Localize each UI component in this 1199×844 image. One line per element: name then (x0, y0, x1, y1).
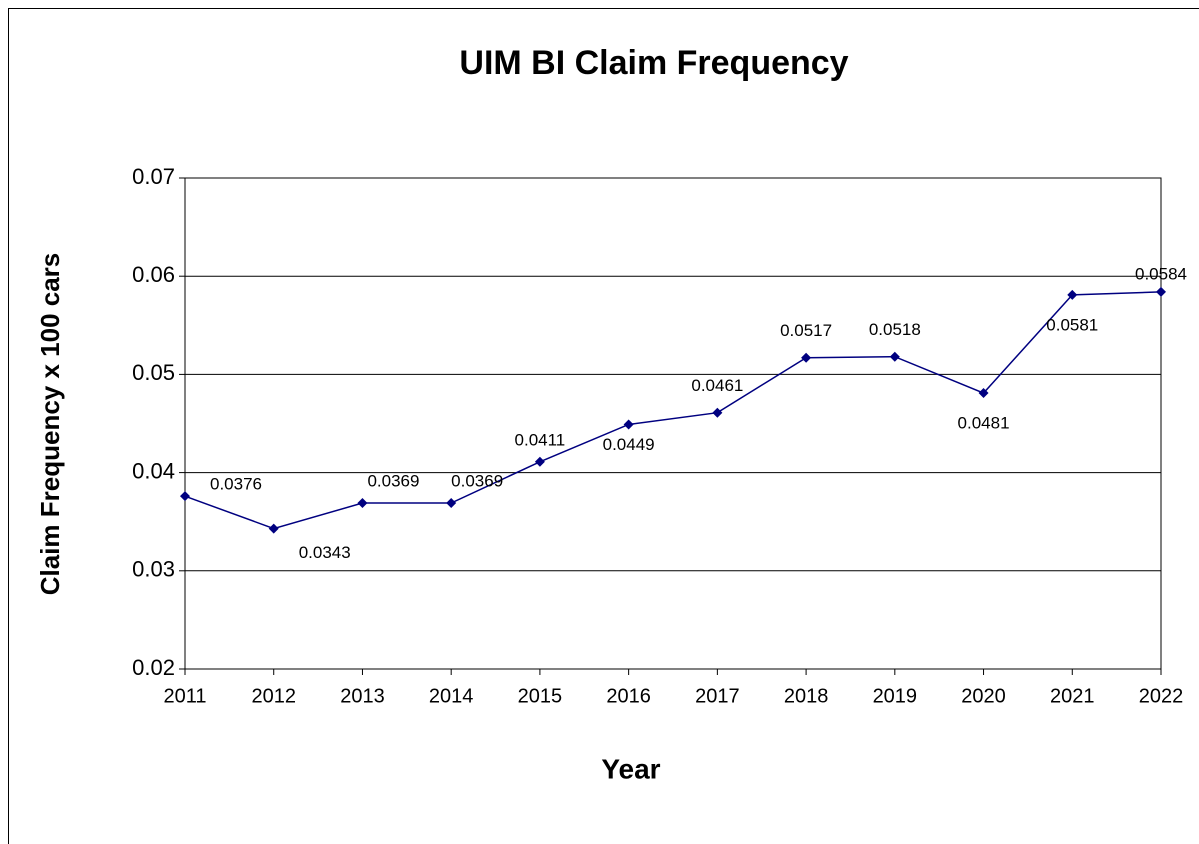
plot-area (184, 177, 1162, 670)
x-tick-label: 2021 (1050, 685, 1095, 707)
data-label: 0.0461 (691, 376, 743, 395)
data-label: 0.0481 (958, 414, 1010, 433)
marker (534, 456, 545, 467)
marker (801, 352, 812, 363)
x-tick-label: 2013 (340, 685, 385, 707)
x-tick-label: 2017 (695, 685, 740, 707)
y-tick-label: 0.06 (132, 262, 175, 287)
data-label: 0.0449 (603, 435, 655, 454)
data-label: 0.0517 (780, 321, 832, 340)
y-tick-label: 0.07 (132, 164, 175, 189)
x-tick-label: 2011 (163, 685, 206, 707)
x-tick-label: 2014 (429, 685, 474, 707)
marker (1156, 286, 1166, 297)
x-tick-label: 2022 (1139, 685, 1184, 707)
x-tick-label: 2020 (961, 685, 1006, 707)
y-tick-label: 0.04 (132, 458, 175, 483)
marker (623, 419, 634, 430)
y-tick-label: 0.05 (132, 360, 175, 385)
marker (889, 351, 900, 362)
y-axis-label: Claim Frequency x 100 cars (35, 253, 65, 596)
line (184, 291, 1162, 530)
data-label: 0.0343 (299, 543, 351, 562)
data-label: 0.0581 (1046, 315, 1098, 334)
marker (180, 491, 190, 502)
x-tick-label: 2012 (251, 685, 296, 707)
y-tick-label: 0.03 (132, 557, 175, 582)
x-tick-label: 2018 (784, 685, 829, 707)
data-label: 0.0369 (451, 472, 503, 491)
chart-title: UIM BI Claim Frequency (459, 44, 848, 82)
marker (357, 498, 368, 509)
data-label: 0.0518 (869, 320, 921, 339)
x-tick-label: 2015 (518, 685, 563, 707)
y-tick-label: 0.02 (132, 655, 175, 680)
marker (268, 523, 279, 534)
marker (712, 407, 723, 418)
x-axis-label: Year (601, 753, 660, 784)
marker (1067, 289, 1078, 300)
data-label: 0.0376 (210, 475, 262, 494)
data-label: 0.0369 (367, 472, 419, 491)
x-tick-label: 2016 (606, 685, 651, 707)
x-tick-label: 2019 (873, 685, 918, 707)
marker (978, 388, 989, 399)
data-label: 0.0411 (515, 430, 566, 449)
marker (446, 498, 457, 509)
data-label: 0.0584 (1135, 264, 1187, 283)
